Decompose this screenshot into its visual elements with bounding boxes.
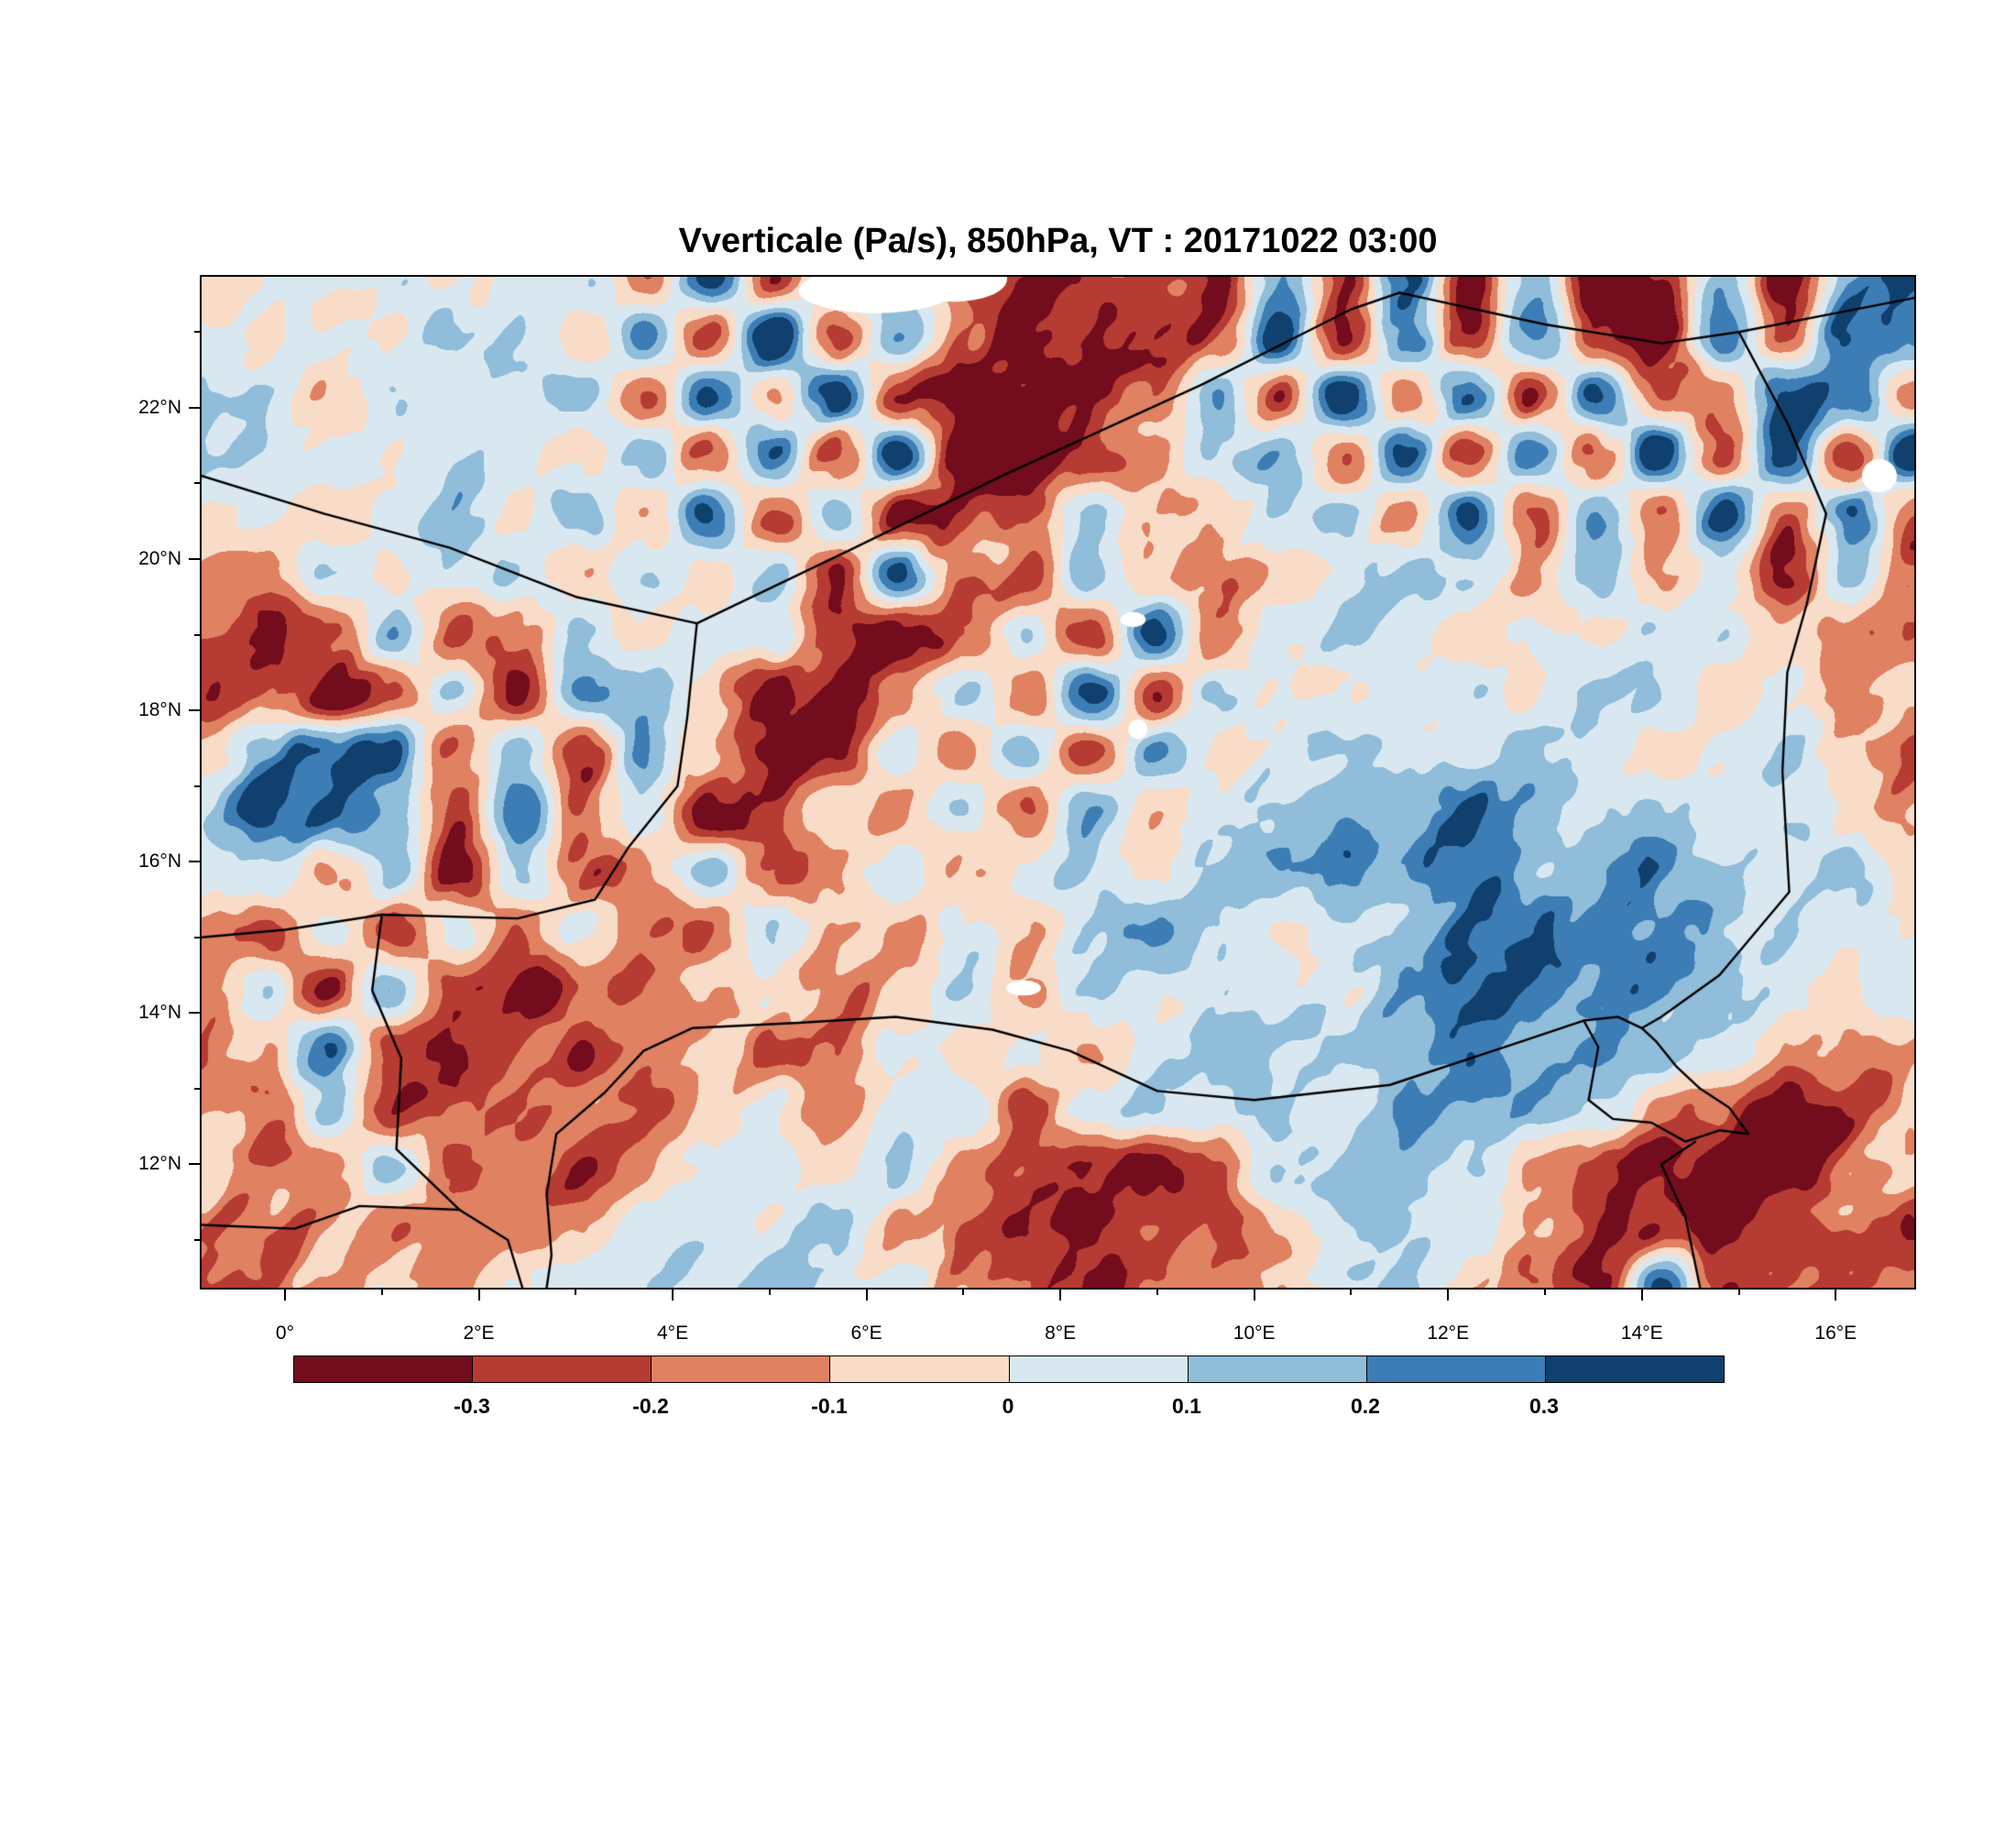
x-major-tick (1447, 1288, 1450, 1301)
colorbar-segment-4 (1009, 1356, 1189, 1382)
y-tick-label: 18°N (138, 699, 181, 721)
x-major-tick (1253, 1288, 1255, 1301)
x-major-tick (1640, 1288, 1643, 1301)
y-tick-label: 20°N (138, 547, 181, 569)
x-major-tick (1059, 1288, 1062, 1301)
y-minor-tick (194, 785, 202, 787)
colorbar (293, 1356, 1725, 1383)
x-tick-label: 10°E (1233, 1323, 1276, 1344)
colorbar-segment-2 (652, 1356, 831, 1382)
y-tick-label: 14°N (138, 1002, 181, 1024)
heatmap-canvas (202, 277, 1914, 1288)
y-tick-label: 22°N (138, 396, 181, 418)
x-minor-tick (768, 1288, 771, 1295)
x-minor-tick (962, 1288, 965, 1295)
x-tick-label: 2°E (463, 1323, 495, 1344)
chart-title: Vverticale (Pa/s), 850hPa, VT : 20171022… (678, 222, 1438, 260)
y-major-tick (189, 557, 202, 560)
x-major-tick (283, 1288, 286, 1301)
x-minor-tick (1544, 1288, 1546, 1295)
x-major-tick (477, 1288, 480, 1301)
y-major-tick (189, 406, 202, 409)
y-minor-tick (194, 1238, 202, 1241)
x-major-tick (865, 1288, 868, 1301)
y-major-tick (189, 1012, 202, 1015)
colorbar-segment-1 (473, 1356, 652, 1382)
x-minor-tick (1737, 1288, 1740, 1295)
y-minor-tick (194, 331, 202, 334)
y-minor-tick (194, 482, 202, 485)
x-tick-label: 6°E (850, 1323, 882, 1344)
x-minor-tick (575, 1288, 577, 1295)
x-tick-label: 16°E (1814, 1323, 1857, 1344)
colorbar-segment-3 (830, 1356, 1010, 1382)
y-major-tick (189, 709, 202, 712)
colorbar-tick-label: 0 (1002, 1394, 1014, 1418)
x-major-tick (672, 1288, 674, 1301)
colorbar-segment-7 (1545, 1356, 1724, 1382)
x-major-tick (1835, 1288, 1837, 1301)
colorbar-tick-label: 0.1 (1172, 1394, 1201, 1418)
x-tick-label: 14°E (1620, 1323, 1663, 1344)
y-minor-tick (194, 1087, 202, 1090)
colorbar-tick-label: -0.1 (811, 1394, 848, 1418)
colorbar-tick-label: 0.2 (1351, 1394, 1380, 1418)
y-tick-label: 12°N (138, 1153, 181, 1175)
x-minor-tick (380, 1288, 383, 1295)
colorbar-segment-5 (1188, 1356, 1367, 1382)
y-minor-tick (194, 936, 202, 938)
y-tick-label: 16°N (138, 851, 181, 873)
y-major-tick (189, 861, 202, 863)
y-major-tick (189, 1163, 202, 1166)
x-minor-tick (1350, 1288, 1353, 1295)
colorbar-segment-0 (294, 1356, 474, 1382)
colorbar-tick-label: 0.3 (1529, 1394, 1559, 1418)
x-tick-label: 4°E (657, 1323, 689, 1344)
y-minor-tick (194, 633, 202, 636)
colorbar-tick-label: -0.3 (454, 1394, 490, 1418)
x-minor-tick (1156, 1288, 1158, 1295)
x-tick-label: 12°E (1427, 1323, 1470, 1344)
x-tick-label: 8°E (1045, 1323, 1077, 1344)
x-tick-label: 0° (275, 1323, 294, 1344)
colorbar-tick-label: -0.2 (632, 1394, 669, 1418)
colorbar-segment-6 (1366, 1356, 1546, 1382)
